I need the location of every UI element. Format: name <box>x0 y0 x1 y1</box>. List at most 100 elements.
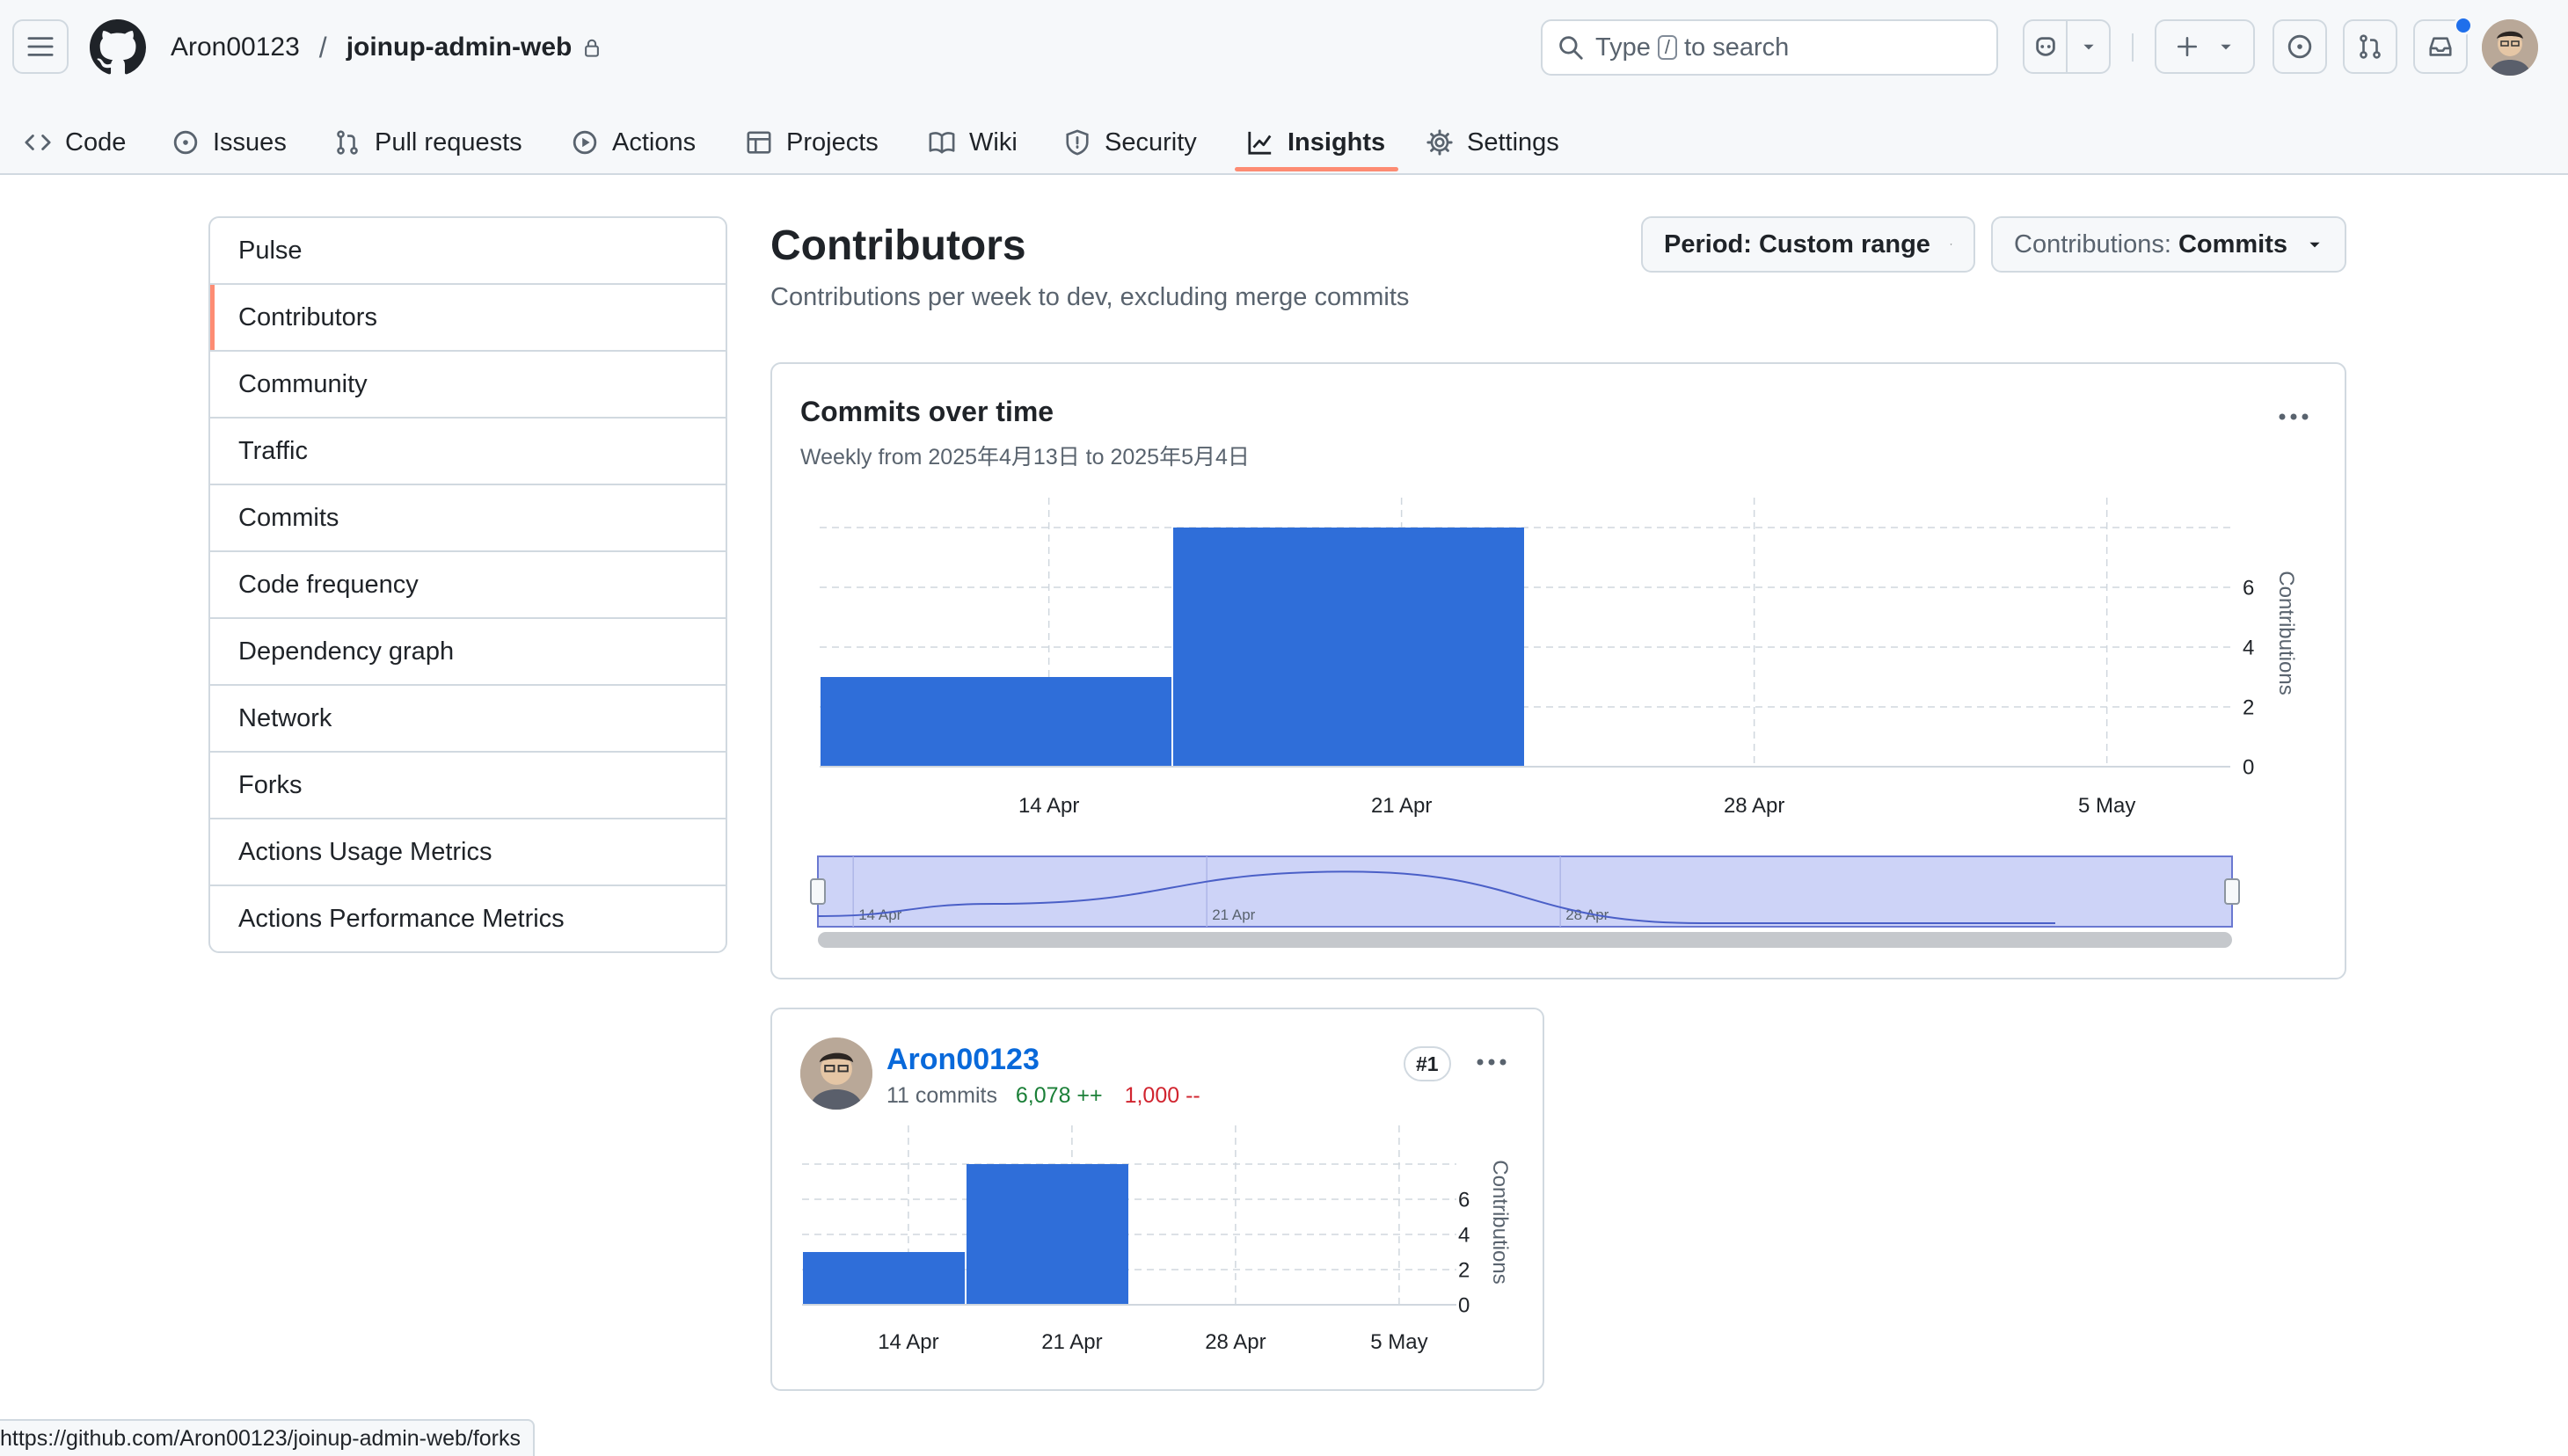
insights-sidebar: Pulse Contributors Community Traffic Com… <box>208 216 727 953</box>
y-tick-label: 2 <box>2243 695 2254 719</box>
sidebar-item-code-frequency[interactable]: Code frequency <box>210 550 726 617</box>
tab-label: Insights <box>1288 127 1386 157</box>
chart-title: Commits over time <box>800 396 1054 427</box>
copilot-dropdown-button[interactable] <box>2066 21 2109 72</box>
kebab-horizontal-icon <box>2279 413 2309 420</box>
lock-icon <box>585 39 600 57</box>
chart-bar-20-apr <box>967 1164 1128 1305</box>
navigator-range <box>817 855 2233 928</box>
book-icon <box>929 132 955 154</box>
tab-pull-requests[interactable]: Pull requests <box>334 113 522 172</box>
navigator-scrollbar <box>818 932 2232 948</box>
sidebar-item-contributors[interactable]: Contributors <box>210 283 726 350</box>
y-axis-title: Contributions <box>1488 1160 1512 1284</box>
deletions-count: 1,000 -- <box>1124 1083 1200 1108</box>
tab-insights[interactable]: Insights <box>1247 113 1385 172</box>
search-shortcut-key: / <box>1657 35 1677 60</box>
inbox-icon <box>2429 37 2452 56</box>
sidebar-item-commits[interactable]: Commits <box>210 484 726 550</box>
y-tick-label: 6 <box>1458 1188 1470 1212</box>
sidebar-item-actions-performance-metrics[interactable]: Actions Performance Metrics <box>210 885 726 951</box>
y-tick-label: 4 <box>2243 636 2254 659</box>
tab-label: Projects <box>786 127 879 157</box>
y-tick-label: 2 <box>1458 1258 1470 1282</box>
tab-security[interactable]: Security <box>1064 113 1197 172</box>
commit-count[interactable]: 11 commits <box>886 1083 997 1108</box>
contributor-commits-chart: 14 Apr 21 Apr 28 Apr 5 May 0 2 4 6 Contributions <box>802 1125 1512 1354</box>
sidebar-item-network[interactable]: Network <box>210 684 726 751</box>
contributor-name-link[interactable]: Aron00123 <box>886 1043 1040 1076</box>
navigator-tick-label: 28 Apr <box>1565 906 1609 923</box>
contributor-avatar[interactable] <box>800 1037 872 1110</box>
tab-label: Settings <box>1467 127 1559 157</box>
header-divider <box>2132 33 2134 62</box>
period-dropdown[interactable]: Period: Custom range <box>1641 216 1975 273</box>
y-tick-label: 0 <box>2243 755 2254 779</box>
sidebar-item-community[interactable]: Community <box>210 350 726 417</box>
triangle-down-icon <box>1950 244 1952 245</box>
copilot-button[interactable] <box>2024 21 2066 72</box>
contributor-card: Aron00123 11 commits 6,078 ++ 1,000 -- #… <box>770 1008 1544 1391</box>
graph-icon <box>1248 131 1272 155</box>
period-dropdown-label: Period: Custom range <box>1664 229 1930 258</box>
y-axis-title: Contributions <box>2274 571 2298 695</box>
repo-name-link[interactable]: joinup-admin-web <box>346 33 573 62</box>
contributions-dropdown-value: Commits <box>2178 229 2288 258</box>
contributor-menu-button[interactable] <box>1467 1045 1516 1080</box>
repo-owner-link[interactable]: Aron00123 <box>171 33 300 62</box>
x-tick-label: 5 May <box>2078 794 2135 818</box>
tab-wiki[interactable]: Wiki <box>929 113 1018 172</box>
tab-issues[interactable]: Issues <box>172 113 287 172</box>
unread-notification-dot <box>2454 16 2473 35</box>
search-input[interactable]: Type / to search <box>1541 19 1998 76</box>
search-suffix: to search <box>1684 33 1790 62</box>
table-icon <box>747 131 771 154</box>
sidebar-item-dependency-graph[interactable]: Dependency graph <box>210 617 726 684</box>
x-tick-label: 21 Apr <box>1371 794 1432 818</box>
chart-menu-button[interactable] <box>2269 399 2318 434</box>
page-title: Contributors <box>770 222 1026 269</box>
github-logo-icon[interactable] <box>90 19 146 76</box>
issue-opened-icon <box>2287 34 2312 59</box>
menu-button[interactable] <box>12 19 69 74</box>
tab-projects[interactable]: Projects <box>746 113 879 172</box>
user-avatar[interactable] <box>2482 19 2538 76</box>
sidebar-item-traffic[interactable]: Traffic <box>210 417 726 484</box>
sidebar-item-forks[interactable]: Forks <box>210 751 726 818</box>
search-prefix: Type <box>1595 33 1651 62</box>
tab-actions[interactable]: Actions <box>572 113 696 172</box>
tab-code[interactable]: Code <box>25 113 126 172</box>
additions-count: 6,078 ++ <box>1015 1083 1103 1108</box>
page-subtitle: Contributions per week to dev, excluding… <box>770 283 1410 311</box>
global-header: Aron00123 / joinup-admin-web Type / to s… <box>0 0 2568 175</box>
copilot-icon <box>2035 37 2055 56</box>
your-issues-button[interactable] <box>2273 19 2327 74</box>
active-tab-indicator <box>1235 167 1398 171</box>
x-tick-label: 5 May <box>1370 1330 1427 1354</box>
sidebar-item-pulse[interactable]: Pulse <box>238 236 303 265</box>
x-tick-label: 28 Apr <box>1724 794 1784 818</box>
breadcrumb-separator: / <box>318 31 327 63</box>
tab-settings[interactable]: Settings <box>1426 113 1559 172</box>
plus-icon <box>2177 36 2198 57</box>
y-tick-label: 0 <box>1458 1293 1470 1317</box>
navigator-series-line <box>817 870 2055 924</box>
avatar-image <box>2482 19 2538 76</box>
issue-opened-icon <box>173 130 198 155</box>
create-new-button[interactable] <box>2155 19 2255 74</box>
git-pull-request-icon <box>2360 34 2381 59</box>
git-pull-request-icon <box>337 130 358 155</box>
chart-bar-13-apr <box>821 677 1171 767</box>
triangle-down-icon <box>2221 44 2231 50</box>
navigator-tick-label: 21 Apr <box>1212 906 1255 923</box>
chart-bar-20-apr <box>1173 528 1524 767</box>
contributor-stats: 11 commits 6,078 ++ 1,000 -- <box>886 1083 1200 1109</box>
chart-bar-13-apr <box>803 1252 965 1305</box>
hamburger-icon <box>27 37 54 56</box>
tab-label: Code <box>65 127 127 157</box>
gear-icon <box>1426 129 1453 156</box>
sidebar-item-actions-usage-metrics[interactable]: Actions Usage Metrics <box>210 818 726 885</box>
your-pull-requests-button[interactable] <box>2343 19 2397 74</box>
contributions-dropdown[interactable]: Contributions: Commits <box>1991 216 2346 273</box>
play-icon <box>573 130 597 155</box>
